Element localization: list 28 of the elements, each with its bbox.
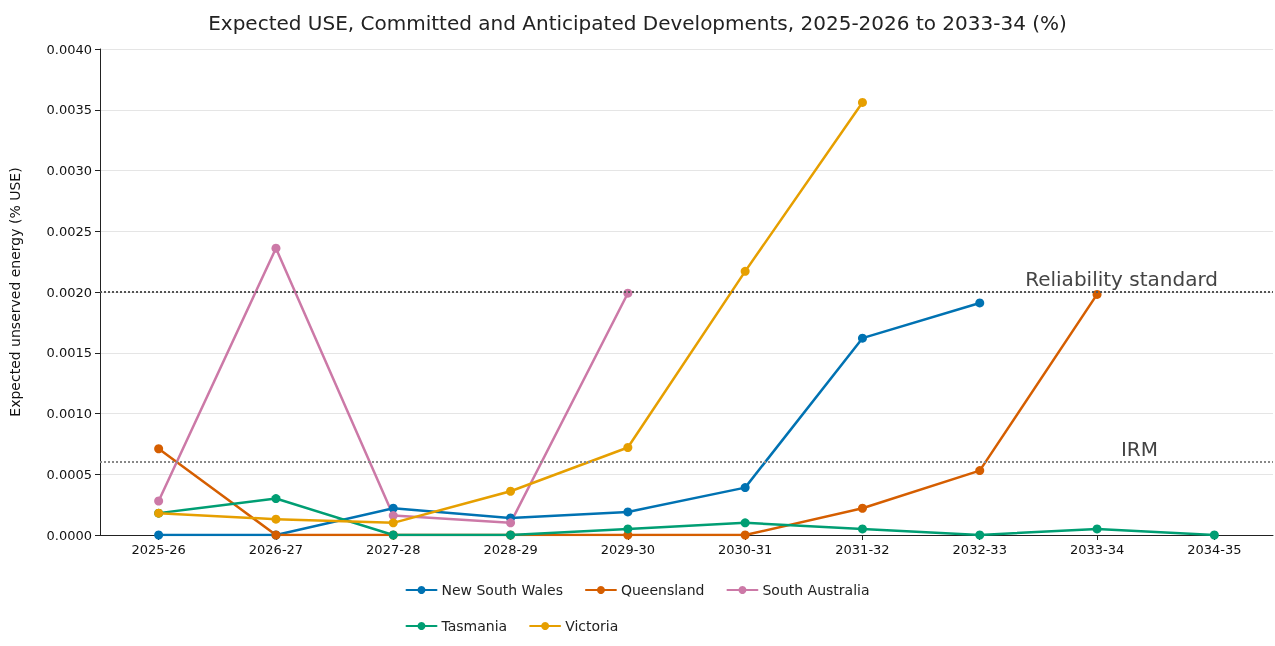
- y-tick-label: 0.0010: [46, 406, 92, 421]
- x-tick-label: 2025-26: [131, 542, 186, 557]
- y-tick-label: 0.0020: [46, 284, 92, 300]
- x-tick-label: 2031-32: [835, 542, 890, 557]
- x-tick-label: 2029-30: [600, 542, 656, 557]
- y-tick-label: 0.0000: [46, 527, 92, 543]
- legend-label: New South Wales: [441, 582, 563, 598]
- chart-title: Expected USE, Committed and Anticipated Developments, 2025-2026 to 2033-34 (%): [208, 11, 1067, 35]
- y-tick-label: 0.0015: [46, 345, 92, 361]
- x-tick-label: 2026-27: [248, 542, 304, 557]
- x-tick-label: 2034-35: [1187, 542, 1242, 557]
- legend-label: South Australia: [762, 582, 870, 598]
- x-tick-label: 2027-28: [366, 542, 421, 557]
- x-tick-label: 2030-31: [717, 542, 773, 557]
- x-tick-label: 2028-29: [483, 542, 538, 557]
- x-tick-label: 2033-34: [1069, 542, 1125, 557]
- ref-line-label: Reliability standard: [1025, 267, 1218, 291]
- y-tick-label: 0.0030: [46, 163, 92, 178]
- y-axis-title: Expected unserved energy (% USE): [7, 167, 23, 417]
- legend-label: Queensland: [620, 582, 705, 598]
- ref-line-label: IRM: [1120, 437, 1158, 462]
- y-tick-label: 0.0025: [46, 223, 92, 239]
- y-tick-label: 0.0040: [46, 41, 92, 57]
- x-tick-label: 2032-33: [952, 542, 1007, 557]
- legend-label: Tasmania: [440, 618, 508, 634]
- legend-label: Victoria: [565, 618, 619, 634]
- y-tick-label: 0.0035: [46, 102, 92, 118]
- y-tick-label: 0.0005: [46, 466, 92, 482]
